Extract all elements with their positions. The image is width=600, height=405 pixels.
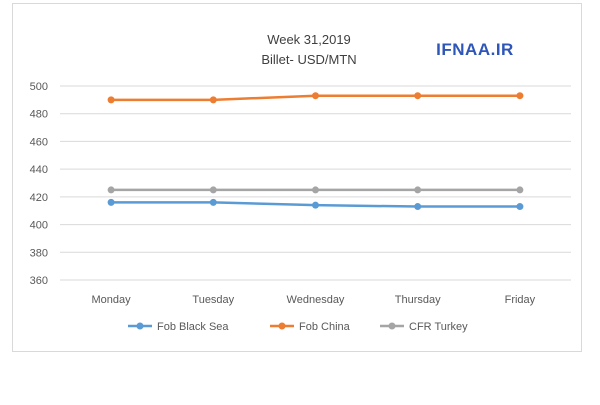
chart-subtitle: Billet- USD/MTN	[261, 52, 356, 67]
x-tick-label: Tuesday	[192, 294, 234, 306]
data-point	[107, 96, 115, 104]
legend-swatch-marker	[278, 322, 286, 330]
legend-label: Fob China	[299, 321, 351, 333]
y-tick-label: 400	[30, 220, 48, 232]
y-tick-label: 500	[30, 81, 48, 93]
y-tick-label: 480	[30, 109, 48, 121]
x-tick-label: Monday	[92, 294, 132, 306]
x-tick-label: Thursday	[395, 294, 441, 306]
y-tick-label: 440	[30, 164, 48, 176]
chart-title: Week 31,2019	[267, 32, 351, 47]
data-point	[516, 92, 524, 100]
data-point	[209, 186, 217, 194]
legend: Fob Black Sea Fob China CFR Turkey	[128, 321, 468, 333]
y-tick-label: 420	[30, 192, 48, 204]
legend-label: Fob Black Sea	[157, 321, 229, 333]
data-point	[312, 201, 319, 209]
x-axis-ticks: Monday Tuesday Wednesday Thursday Friday	[92, 294, 536, 306]
y-axis-ticks: 360 380 400 420 440 460 480 500	[30, 81, 48, 287]
series-lines	[107, 92, 524, 211]
y-tick-label: 380	[30, 247, 48, 259]
data-point	[107, 186, 115, 194]
data-point	[312, 186, 319, 194]
data-point	[414, 203, 422, 211]
data-point	[209, 96, 217, 104]
legend-swatch-marker	[388, 322, 396, 330]
data-point	[414, 92, 422, 100]
data-point	[414, 186, 422, 194]
x-tick-label: Wednesday	[287, 294, 345, 306]
data-point	[516, 186, 524, 194]
data-point	[516, 203, 524, 211]
data-point	[312, 92, 319, 100]
chart-frame: Week 31,2019 Billet- USD/MTN IFNAA.IR 36…	[12, 3, 582, 352]
legend-label: CFR Turkey	[409, 321, 468, 333]
y-tick-label: 460	[30, 136, 48, 148]
data-point	[107, 198, 115, 206]
x-tick-label: Friday	[505, 294, 536, 306]
gridlines	[60, 85, 571, 281]
y-tick-label: 360	[30, 275, 48, 287]
data-point	[209, 198, 217, 206]
watermark-logo: IFNAA.IR	[436, 40, 514, 59]
line-chart: Week 31,2019 Billet- USD/MTN IFNAA.IR 36…	[30, 32, 571, 333]
legend-swatch-marker	[136, 322, 144, 330]
